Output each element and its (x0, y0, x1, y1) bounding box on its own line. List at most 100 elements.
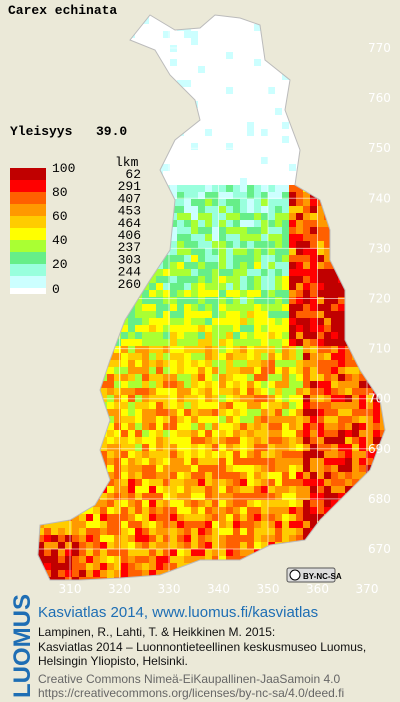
map-cell (226, 269, 233, 276)
map-cell (184, 346, 191, 353)
map-cell (121, 381, 128, 388)
map-cell (289, 283, 296, 290)
map-cell (163, 507, 170, 514)
map-cell (149, 367, 156, 374)
map-cell (191, 542, 198, 549)
map-cell (268, 157, 275, 164)
map-cell (261, 437, 268, 444)
map-cell (331, 269, 338, 276)
map-cell (191, 192, 198, 199)
map-cell (324, 381, 331, 388)
map-cell (177, 290, 184, 297)
map-cell (282, 297, 289, 304)
map-cell (170, 325, 177, 332)
map-cell (310, 416, 317, 423)
map-cell (275, 262, 282, 269)
map-cell (135, 444, 142, 451)
map-cell (205, 206, 212, 213)
map-cell (219, 108, 226, 115)
map-cell (51, 556, 58, 563)
map-cell (373, 430, 380, 437)
map-cell (275, 409, 282, 416)
map-cell (233, 458, 240, 465)
map-cell (240, 423, 247, 430)
map-cell (233, 381, 240, 388)
map-cell (233, 150, 240, 157)
map-cell (261, 73, 268, 80)
map-cell (331, 290, 338, 297)
map-cell (219, 262, 226, 269)
map-cell (212, 283, 219, 290)
map-cell (191, 528, 198, 535)
map-cell (247, 521, 254, 528)
map-cell (128, 556, 135, 563)
map-cell (254, 297, 261, 304)
map-cell (275, 276, 282, 283)
map-cell (296, 248, 303, 255)
map-cell (191, 304, 198, 311)
map-cell (86, 507, 93, 514)
map-cell (219, 73, 226, 80)
map-cell (170, 346, 177, 353)
map-cell (170, 563, 177, 570)
map-cell (282, 80, 289, 87)
map-cell (289, 150, 296, 157)
map-cell (345, 472, 352, 479)
map-cell (170, 374, 177, 381)
map-cell (198, 227, 205, 234)
map-cell (226, 535, 233, 542)
map-cell (345, 465, 352, 472)
map-cell (324, 346, 331, 353)
legend-percent: 20 (52, 257, 68, 272)
map-cell (184, 283, 191, 290)
map-cell (156, 570, 163, 577)
map-cell (177, 143, 184, 150)
map-cell (261, 199, 268, 206)
map-cell (261, 500, 268, 507)
map-cell (205, 38, 212, 45)
map-cell (142, 500, 149, 507)
map-cell (219, 150, 226, 157)
map-cell (177, 451, 184, 458)
map-cell (331, 297, 338, 304)
map-cell (268, 297, 275, 304)
map-cell (254, 269, 261, 276)
map-cell (149, 339, 156, 346)
map-cell (275, 129, 282, 136)
map-cell (310, 290, 317, 297)
map-cell (149, 430, 156, 437)
map-cell (177, 269, 184, 276)
map-cell (121, 339, 128, 346)
map-cell (135, 353, 142, 360)
map-cell (254, 479, 261, 486)
map-cell (317, 500, 324, 507)
map-cell (65, 556, 72, 563)
map-cell (268, 479, 275, 486)
map-cell (303, 332, 310, 339)
map-cell (107, 388, 114, 395)
map-cell (275, 164, 282, 171)
map-cell (212, 542, 219, 549)
map-cell (156, 535, 163, 542)
map-cell (198, 150, 205, 157)
map-cell (205, 122, 212, 129)
map-cell (114, 367, 121, 374)
map-cell (163, 262, 170, 269)
map-cell (191, 87, 198, 94)
map-cell (163, 549, 170, 556)
map-cell (352, 381, 359, 388)
map-cell (240, 283, 247, 290)
map-cell (205, 381, 212, 388)
map-cell (268, 409, 275, 416)
map-cell (289, 500, 296, 507)
map-cell (212, 24, 219, 31)
map-cell (289, 339, 296, 346)
map-cell (268, 122, 275, 129)
map-cell (282, 171, 289, 178)
map-cell (275, 206, 282, 213)
map-cell (156, 332, 163, 339)
map-cell (338, 304, 345, 311)
map-cell (275, 360, 282, 367)
map-cell (191, 80, 198, 87)
map-cell (135, 297, 142, 304)
